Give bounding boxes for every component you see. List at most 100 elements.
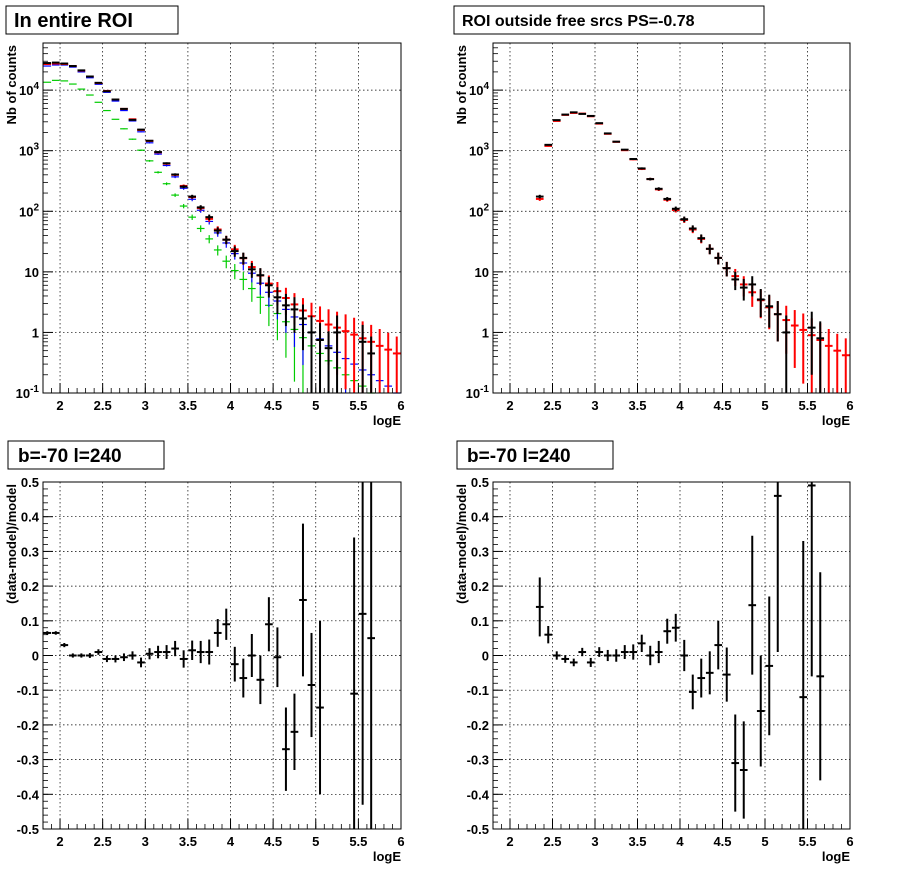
y-tick-label: 1 [32, 325, 39, 340]
x-tick-label: 5.5 [349, 398, 367, 413]
y-axis-label: Nb of counts [454, 45, 469, 124]
plot-panel-bottom-left: 2 2.5 3 3.5 4 4.5 5 5.5 6 -0.5 -0.4 -0.3 -0.2 -0.1 0 0.… [4, 440, 405, 864]
y-tick-label: 0 [482, 649, 489, 664]
x-tick-label: 2.5 [543, 398, 561, 413]
x-tick-label: 4 [676, 834, 684, 849]
plot-title: b=-70 l=240 [467, 446, 571, 467]
series-0 [43, 79, 398, 394]
y-tick-label: -0.3 [17, 753, 39, 768]
plot-title: In entire ROI [14, 10, 133, 32]
y-tick-label: 104 [19, 81, 39, 98]
y-tick-exponent: 4 [33, 81, 39, 92]
plot-title-box [7, 440, 165, 470]
x-tick-label: 3 [142, 834, 149, 849]
y-tick-label: 0.2 [21, 579, 39, 594]
y-tick-label: -0.2 [467, 718, 489, 733]
plot-frame [42, 481, 402, 830]
y-tick-label: 0.3 [471, 544, 489, 559]
x-tick-label: 5.5 [349, 834, 367, 849]
x-tick-label: 3.5 [628, 834, 646, 849]
x-tick-label: 4.5 [713, 834, 731, 849]
plot-panel-bottom-right: 2 2.5 3 3.5 4 4.5 5 5.5 6 -0.5 -0.4 -0.3 -0.2 -0.1 0 0.… [454, 440, 854, 864]
x-tick-label: 6 [397, 834, 404, 849]
y-tick-exponent: 4 [483, 81, 489, 92]
x-tick-label: 5 [761, 834, 768, 849]
y-tick-exponent: 3 [483, 142, 489, 153]
y-tick-label: -0.5 [17, 822, 39, 837]
y-tick-label: 10-1 [466, 384, 490, 401]
x-tick-label: 5.5 [798, 398, 816, 413]
x-axis-label: logE [822, 413, 850, 428]
series-3 [43, 61, 376, 393]
x-tick-label: 4 [227, 834, 235, 849]
x-tick-label: 2.5 [94, 398, 112, 413]
series-0 [535, 111, 850, 393]
x-tick-label: 6 [397, 398, 404, 413]
x-tick-label: 3 [142, 398, 149, 413]
y-tick-label: -0.4 [467, 787, 490, 802]
y-tick-exponent: 2 [33, 202, 39, 213]
x-tick-label: 6 [846, 834, 853, 849]
x-tick-label: 2 [506, 834, 513, 849]
x-tick-label: 5 [761, 398, 768, 413]
y-tick-label: 0.4 [21, 510, 40, 525]
y-tick-label: 0.4 [471, 510, 490, 525]
x-tick-label: 4 [676, 398, 684, 413]
x-axis-label: logE [822, 849, 850, 864]
series-1 [43, 64, 401, 394]
y-tick-label: -0.1 [467, 683, 489, 698]
x-axis-label: logE [373, 413, 401, 428]
y-tick-label: 10-1 [16, 384, 40, 401]
x-tick-label: 5 [312, 398, 319, 413]
y-tick-label: -0.2 [17, 718, 39, 733]
plot-panel-top-right: 2 2.5 3 3.5 4 4.5 5 5.5 6 10-1 1 10 102 103 104 logE Nb … [453, 5, 854, 428]
y-axis-label: (data-model)/model [4, 484, 19, 604]
x-tick-label: 2 [506, 398, 513, 413]
x-tick-label: 2 [56, 834, 63, 849]
x-tick-label: 2.5 [94, 834, 112, 849]
x-tick-label: 3 [591, 834, 598, 849]
x-tick-label: 4 [227, 398, 235, 413]
y-tick-label: 0.1 [471, 614, 489, 629]
plot-title: ROI outside free srcs PS=-0.78 [462, 13, 695, 30]
x-tick-label: 3 [591, 398, 598, 413]
x-tick-label: 6 [846, 398, 853, 413]
plot-panel-top-left: 2 2.5 3 3.5 4 4.5 5 5.5 6 10-1 1 10 102 103 104 logE Nb … [4, 5, 405, 428]
series-2 [43, 62, 401, 393]
x-tick-label: 5 [312, 834, 319, 849]
y-tick-label: 0.2 [471, 579, 489, 594]
x-tick-label: 4.5 [713, 398, 731, 413]
plot-title-box [453, 5, 765, 35]
y-axis-label: (data-model)/model [454, 484, 469, 604]
plot-frame [492, 481, 851, 830]
plot-frame [492, 42, 851, 394]
series-1 [535, 111, 825, 393]
y-tick-label: 0 [32, 649, 39, 664]
plot-frame [42, 42, 402, 394]
x-tick-label: 2 [56, 398, 63, 413]
y-tick-label: 0.5 [471, 475, 489, 490]
plot-title-box [5, 5, 179, 35]
x-tick-label: 3.5 [179, 398, 197, 413]
y-tick-label: 104 [469, 81, 489, 98]
x-tick-label: 4.5 [264, 398, 282, 413]
y-tick-exponent: -1 [30, 384, 39, 395]
y-tick-label: -0.1 [17, 683, 39, 698]
y-tick-label: 103 [469, 142, 489, 159]
y-tick-label: -0.3 [467, 753, 489, 768]
y-tick-label: 1 [482, 325, 489, 340]
y-tick-exponent: 3 [33, 142, 39, 153]
y-tick-exponent: -1 [480, 384, 489, 395]
y-tick-label: -0.5 [467, 822, 489, 837]
y-tick-label: -0.4 [17, 787, 40, 802]
y-tick-label: 0.5 [21, 475, 39, 490]
x-tick-label: 3.5 [628, 398, 646, 413]
x-tick-label: 3.5 [179, 834, 197, 849]
x-tick-label: 5.5 [798, 834, 816, 849]
plot-title: b=-70 l=240 [18, 446, 122, 467]
series-0 [43, 482, 376, 829]
x-axis-label: logE [373, 849, 401, 864]
y-tick-label: 10 [475, 265, 489, 280]
series-0 [535, 482, 825, 829]
